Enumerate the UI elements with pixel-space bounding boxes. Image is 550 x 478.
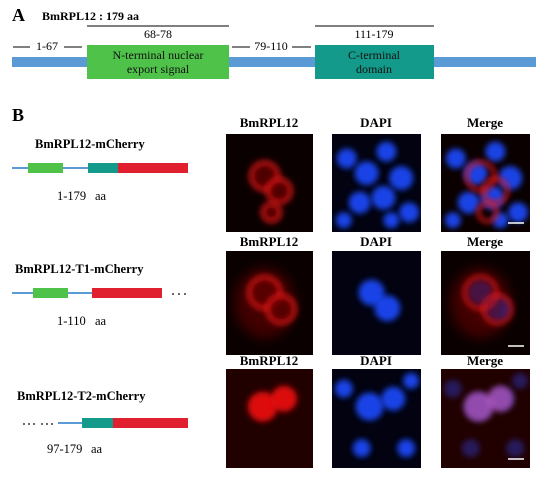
domain-label: N-terminal nuclear xyxy=(113,48,204,62)
cell-red xyxy=(462,274,499,311)
ellipsis xyxy=(172,293,186,295)
cells xyxy=(334,372,420,458)
nucleus xyxy=(381,386,406,411)
column-header: Merge xyxy=(467,234,503,249)
range-label: 79-110 xyxy=(254,39,288,53)
nucleus xyxy=(335,212,352,229)
cell-red xyxy=(476,201,499,224)
cell-red xyxy=(481,293,514,326)
nes-domain xyxy=(87,45,229,79)
construct-unit: aa xyxy=(95,189,107,203)
micrographs xyxy=(226,134,530,468)
panel-label: B xyxy=(12,105,24,125)
nucleus xyxy=(334,379,353,398)
cell-red xyxy=(260,201,283,224)
cells xyxy=(358,279,401,322)
nucleus xyxy=(355,392,384,421)
cell-red xyxy=(265,293,298,326)
construct-unit: aa xyxy=(91,442,103,456)
cells xyxy=(444,141,529,229)
cell-red xyxy=(487,385,514,412)
construct-unit: aa xyxy=(95,314,107,328)
column-header: DAPI xyxy=(360,234,392,249)
range-label: 111-179 xyxy=(354,27,393,41)
cell-red xyxy=(481,176,510,205)
column-header: BmRPL12 xyxy=(240,115,299,130)
nucleus xyxy=(485,141,506,162)
mcherry-segment xyxy=(92,288,162,298)
nucleus xyxy=(397,439,416,458)
nucleus xyxy=(444,212,461,229)
nucleus xyxy=(445,148,466,169)
nes-segment xyxy=(33,288,68,298)
protein-title: BmRPL12 : 179 aa xyxy=(42,9,139,23)
micrograph xyxy=(226,369,313,468)
cell-red xyxy=(247,391,278,422)
micrograph xyxy=(441,134,530,232)
construct-range: 97-179 xyxy=(47,442,82,456)
cells xyxy=(450,268,524,347)
ctd-segment xyxy=(82,418,113,428)
cell-red xyxy=(464,160,497,193)
cell-red xyxy=(463,391,494,422)
micrograph xyxy=(332,134,421,232)
nucleus xyxy=(352,439,371,458)
nucleus xyxy=(389,166,414,191)
nucleus xyxy=(399,202,420,223)
micrograph xyxy=(226,251,313,355)
construct-name: BmRPL12-T2-mCherry xyxy=(17,389,146,403)
nucleus xyxy=(376,141,397,162)
range-label: 68-78 xyxy=(144,27,172,41)
nes-segment xyxy=(28,163,63,173)
mcherry-segment xyxy=(113,418,188,428)
micrograph xyxy=(332,369,421,468)
column-header: BmRPL12 xyxy=(240,234,299,249)
cell-red xyxy=(265,176,294,205)
nucleus xyxy=(354,161,379,186)
nucleus xyxy=(348,191,371,214)
nucleus xyxy=(403,372,420,389)
cells xyxy=(226,369,313,468)
construct-range: 1-110 xyxy=(57,314,86,328)
panel-label: A xyxy=(12,5,25,25)
construct-name: BmRPL12-mCherry xyxy=(35,137,145,151)
nucleus xyxy=(508,202,529,223)
mcherry-segment xyxy=(118,163,188,173)
construct-range: 1-179 xyxy=(57,189,86,203)
protein-bar xyxy=(12,57,536,67)
column-header: DAPI xyxy=(360,353,392,368)
cell-red xyxy=(271,385,297,412)
micrograph xyxy=(441,251,530,355)
ctd-segment xyxy=(88,163,118,173)
column-header: Merge xyxy=(467,115,503,130)
nucleus xyxy=(383,212,400,229)
nucleus xyxy=(336,148,357,169)
nucleus xyxy=(358,279,385,306)
nucleus xyxy=(374,295,401,322)
cells xyxy=(441,369,530,468)
domain-label: domain xyxy=(356,62,392,76)
range-label: 1-67 xyxy=(36,39,58,53)
micrograph xyxy=(226,134,313,232)
cells xyxy=(335,141,420,229)
nucleus xyxy=(371,185,396,210)
construct-name: BmRPL12-T1-mCherry xyxy=(15,262,144,276)
cells xyxy=(248,160,294,224)
c-terminal-domain xyxy=(315,45,434,79)
domain-label: export signal xyxy=(127,62,190,76)
micrograph xyxy=(441,369,530,468)
column-header: Merge xyxy=(467,353,503,368)
nucleus xyxy=(498,166,523,191)
ellipsis xyxy=(23,423,53,425)
domain-label: C-terminal xyxy=(348,48,401,62)
micrograph xyxy=(332,251,421,355)
cells xyxy=(234,268,298,338)
column-header: BmRPL12 xyxy=(240,353,299,368)
column-header: DAPI xyxy=(360,115,392,130)
nucleus xyxy=(457,191,480,214)
